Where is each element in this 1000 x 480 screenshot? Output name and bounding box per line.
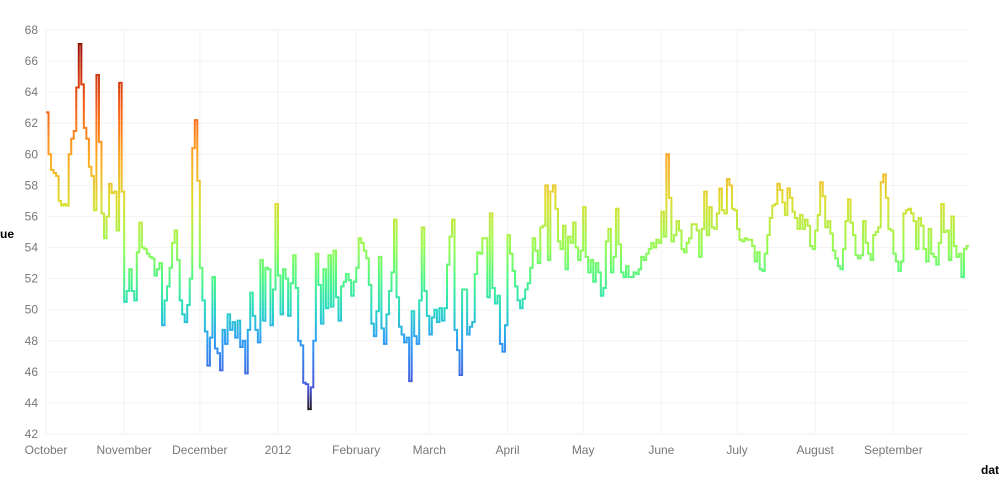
x-tick-label: August: [796, 443, 834, 457]
y-tick-label: 58: [25, 178, 39, 192]
x-axis-title: dat: [981, 463, 999, 477]
y-tick-label: 64: [25, 85, 39, 99]
x-tick-label: May: [572, 443, 595, 457]
y-tick-label: 46: [25, 365, 39, 379]
x-tick-label: October: [25, 443, 68, 457]
x-tick-label: December: [172, 443, 227, 457]
y-tick-label: 56: [25, 209, 39, 223]
x-tick-label: July: [726, 443, 747, 457]
y-tick-label: 68: [25, 23, 39, 37]
y-tick-label: 42: [25, 427, 39, 441]
x-tick-label: February: [332, 443, 380, 457]
y-tick-label: 52: [25, 272, 39, 286]
x-tick-label: March: [413, 443, 446, 457]
y-tick-label: 50: [25, 303, 39, 317]
x-tick-label: 2012: [265, 443, 292, 457]
y-tick-label: 54: [25, 241, 39, 255]
x-tick-label: September: [864, 443, 923, 457]
x-tick-label: November: [96, 443, 151, 457]
series-line: [46, 42, 969, 411]
x-axis-tick-labels: October November December 2012 February March…: [25, 443, 923, 457]
y-tick-label: 48: [25, 334, 39, 348]
y-axis-title: ue: [0, 227, 14, 241]
series-layer: [46, 42, 969, 411]
y-axis-tick-labels: 42 44 46 48 50 52 54 56 58 60 62 64 66 68: [25, 23, 39, 441]
x-tick-label: June: [648, 443, 674, 457]
y-tick-label: 44: [25, 396, 39, 410]
y-tick-label: 60: [25, 147, 39, 161]
y-tick-label: 66: [25, 54, 39, 68]
x-tick-label: April: [495, 443, 519, 457]
y-tick-label: 62: [25, 116, 39, 130]
